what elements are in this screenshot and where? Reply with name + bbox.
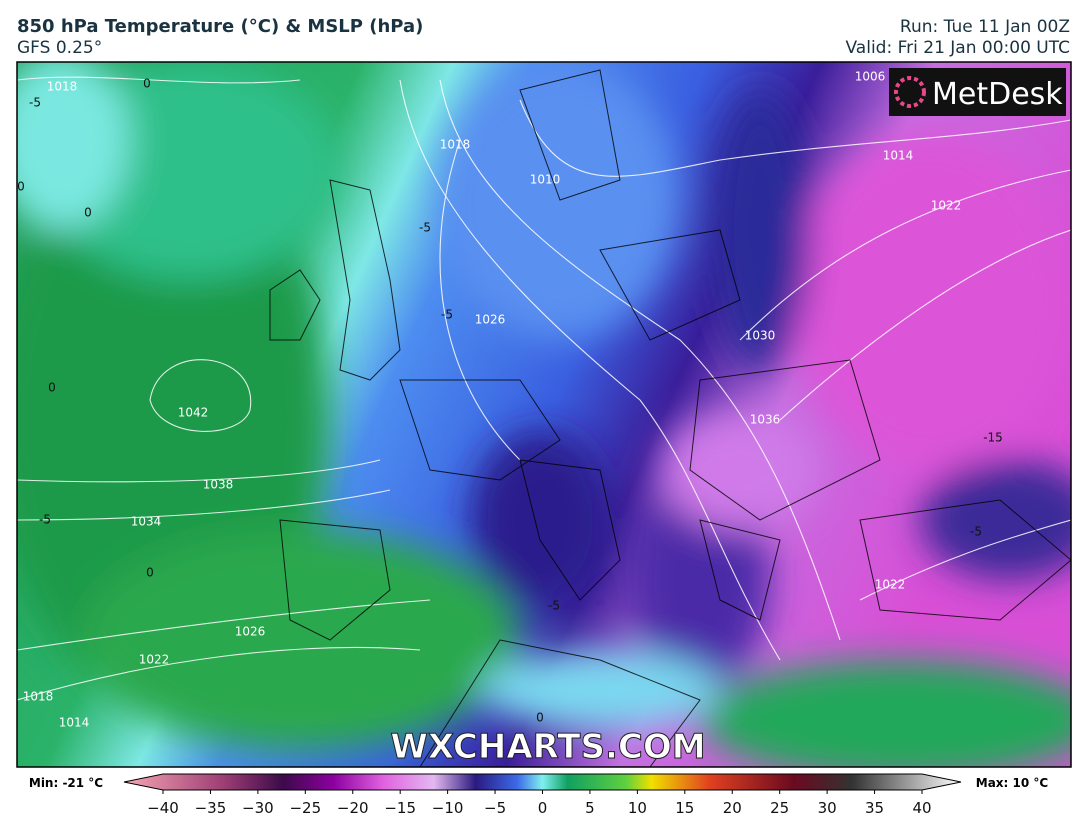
isobar-label: 1010 bbox=[530, 173, 561, 187]
map bbox=[17, 62, 1071, 767]
colorbar-tick-label: −30 bbox=[242, 799, 274, 817]
temperature-label: 0 bbox=[146, 566, 154, 580]
isobar-label: 1018 bbox=[47, 80, 78, 94]
temperature-label: -5 bbox=[970, 525, 982, 539]
temperature-label: -5 bbox=[29, 96, 41, 110]
colorbar-tick-label: 30 bbox=[818, 799, 837, 817]
isobar-label: 1026 bbox=[235, 625, 266, 639]
colorbar-tick-label: −15 bbox=[384, 799, 416, 817]
colorbar-tick-label: −40 bbox=[147, 799, 179, 817]
temperature-label: -15 bbox=[983, 431, 1003, 445]
isobar-label: 1030 bbox=[745, 329, 776, 343]
temperature-label: -5 bbox=[39, 513, 51, 527]
colorbar-tick-label: −35 bbox=[195, 799, 227, 817]
temperature-label: 0 bbox=[84, 206, 92, 220]
run: Run: Tue 11 Jan 00Z bbox=[900, 17, 1070, 37]
isobar-label: 1014 bbox=[883, 149, 914, 163]
temperature-label: 0 bbox=[48, 381, 56, 395]
logo-box bbox=[889, 68, 1066, 116]
min-label: Min: -21 °C bbox=[29, 776, 103, 790]
logo: MetDesk bbox=[932, 77, 1063, 112]
temperature-label: -5 bbox=[419, 221, 431, 235]
title: 850 hPa Temperature (°C) & MSLP (hPa) bbox=[17, 16, 423, 37]
isobar-label: 1006 bbox=[855, 70, 886, 84]
colorbar-tick-label: 20 bbox=[723, 799, 742, 817]
valid: Valid: Fri 21 Jan 00:00 UTC bbox=[846, 38, 1071, 58]
colorbar-tick-label: 35 bbox=[865, 799, 884, 817]
colorbar-tick-label: 40 bbox=[912, 799, 931, 817]
isobar-label: 1036 bbox=[750, 413, 781, 427]
colorbar-tick-label: −25 bbox=[289, 799, 321, 817]
temperature-label: 0 bbox=[536, 711, 544, 725]
isobar-label: 1018 bbox=[440, 138, 471, 152]
isobar-label: 1022 bbox=[875, 578, 906, 592]
map-frame bbox=[16, 61, 1072, 768]
isobar-label: 1038 bbox=[203, 478, 234, 492]
temperature-label: 0 bbox=[17, 180, 25, 194]
colorbar-tick-label: 0 bbox=[538, 799, 548, 817]
isobar-label: 1022 bbox=[139, 653, 170, 667]
colorbar-tick-label: 25 bbox=[770, 799, 789, 817]
isobar-label: 1034 bbox=[131, 515, 162, 529]
watermark: WXCHARTS.COM bbox=[390, 727, 705, 767]
temperature-label: -5 bbox=[548, 599, 560, 613]
isobar-label: 1022 bbox=[931, 199, 962, 213]
isobar-label: 1026 bbox=[475, 313, 506, 327]
max-label: Max: 10 °C bbox=[976, 776, 1049, 790]
colorbar-tick-label: −10 bbox=[432, 799, 464, 817]
colorbar-tick-label: 5 bbox=[585, 799, 595, 817]
colorbar-tick-label: −20 bbox=[337, 799, 369, 817]
colorbar-tick-label: −5 bbox=[484, 799, 506, 817]
temperature-label: -5 bbox=[441, 308, 453, 322]
subtitle: GFS 0.25° bbox=[17, 38, 102, 58]
isobar-label: 1042 bbox=[178, 406, 209, 420]
colorbar-tick-label: 10 bbox=[628, 799, 647, 817]
colorbar-tick-label: 15 bbox=[675, 799, 694, 817]
colorbar bbox=[123, 773, 962, 791]
isobar-label: 1014 bbox=[59, 716, 90, 730]
isobar-label: 1018 bbox=[23, 690, 54, 704]
temperature-label: 0 bbox=[143, 77, 151, 91]
logo-icon bbox=[894, 76, 926, 108]
